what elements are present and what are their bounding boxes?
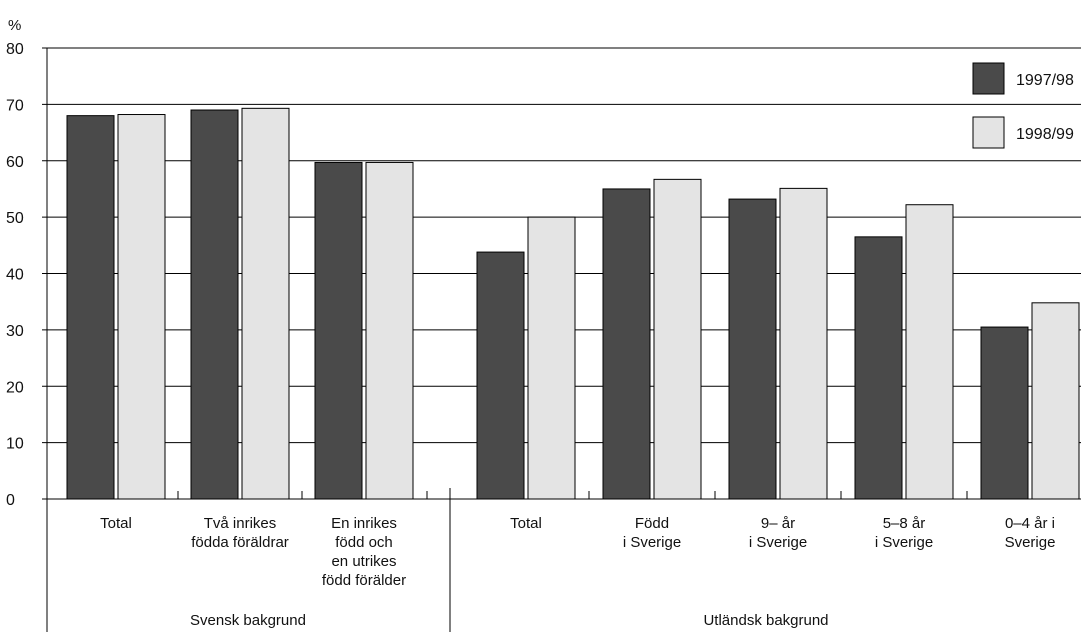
- category-label: Sverige: [1005, 534, 1056, 551]
- bars: [66, 107, 1080, 500]
- y-tick-label: 0: [6, 492, 15, 509]
- group-labels: Svensk bakgrund Utländsk bakgrund: [190, 612, 828, 629]
- group-label: Utländsk bakgrund: [703, 612, 828, 629]
- bar-1997-98-1: [190, 109, 239, 500]
- y-tick-label: 60: [6, 154, 24, 171]
- legend-label: 1997/98: [1016, 72, 1074, 89]
- bar-1998-99-1: [241, 107, 290, 500]
- category-label: en utrikes: [331, 553, 396, 570]
- group-label: Svensk bakgrund: [190, 612, 306, 629]
- bar-1997-98-0: [66, 115, 115, 500]
- bar-1997-98-4: [602, 188, 651, 500]
- bar-1997-98-3: [476, 251, 525, 500]
- bar-1998-99-6: [905, 204, 954, 500]
- y-tick-label: 10: [6, 436, 24, 453]
- legend-swatch: [972, 62, 1005, 95]
- category-label: född och: [335, 534, 393, 551]
- legend-swatch: [972, 116, 1005, 149]
- category-label: i Sverige: [749, 534, 807, 551]
- category-label: Född: [635, 515, 669, 532]
- legend: 1997/98 1998/99: [972, 62, 1074, 149]
- bar-1998-99-4: [653, 178, 702, 500]
- y-tick-label: 70: [6, 97, 24, 114]
- category-label: En inrikes: [331, 515, 397, 532]
- y-tick-labels: 0 10 20 30 40 50 60 70 80: [6, 41, 24, 509]
- y-tick-label: 40: [6, 267, 24, 284]
- legend-label: 1998/99: [1016, 126, 1074, 143]
- category-label: i Sverige: [623, 534, 681, 551]
- x-category-labels: Total Två inrikes födda föräldrar En inrike…: [100, 515, 1055, 589]
- bar-1998-99-2: [365, 161, 414, 500]
- bar-1997-98-6: [854, 236, 903, 500]
- y-tick-label: 20: [6, 379, 24, 396]
- y-tick-label: 30: [6, 323, 24, 340]
- y-unit-label: %: [8, 17, 21, 34]
- category-label: 0–4 år i: [1005, 515, 1055, 532]
- axes: [42, 47, 1081, 632]
- category-label: född förälder: [322, 572, 406, 589]
- y-tick-label: 80: [6, 41, 24, 58]
- bar-1997-98-7: [980, 326, 1029, 500]
- category-label: 9– år: [761, 515, 795, 532]
- bar-1998-99-3: [527, 216, 576, 500]
- category-label: i Sverige: [875, 534, 933, 551]
- category-label: Två inrikes: [204, 515, 277, 532]
- bar-1997-98-5: [728, 198, 777, 500]
- category-label: 5–8 år: [883, 515, 926, 532]
- bar-1998-99-0: [117, 114, 166, 500]
- bar-1997-98-2: [314, 161, 363, 500]
- bar-1998-99-7: [1031, 302, 1080, 500]
- category-label: födda föräldrar: [191, 534, 289, 551]
- category-label: Total: [510, 515, 542, 532]
- category-label: Total: [100, 515, 132, 532]
- y-tick-label: 50: [6, 210, 24, 227]
- bar-1998-99-5: [779, 187, 828, 500]
